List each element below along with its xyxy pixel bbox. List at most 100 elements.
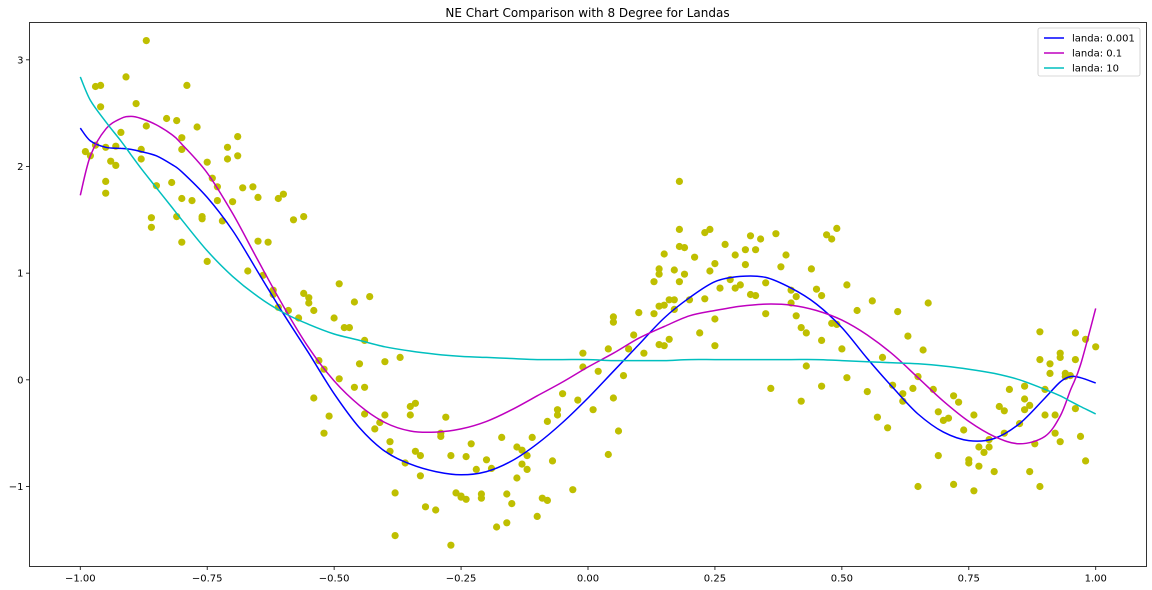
plot-frame	[29, 22, 1147, 567]
scatter-point-264	[1021, 382, 1029, 390]
scatter-point-52	[264, 238, 272, 246]
scatter-point-195	[752, 292, 760, 300]
scatter-point-59	[289, 216, 298, 224]
scatter-point-22	[163, 114, 171, 123]
scatter-point-126	[523, 465, 531, 473]
scatter-point-109	[462, 453, 470, 461]
scatter-point-148	[614, 427, 623, 435]
x-tick-label-1: −0.75	[192, 574, 223, 585]
scatter-point-35	[203, 257, 211, 265]
scatter-point-72	[335, 375, 343, 383]
scatter-point-156	[655, 270, 663, 278]
scatter-point-50	[254, 237, 262, 245]
scatter-point-187	[731, 251, 739, 259]
scatter-point-251	[970, 487, 978, 495]
scatter-point-226	[868, 297, 876, 305]
scatter-point-13	[122, 73, 130, 81]
scatter-point-95	[411, 399, 419, 407]
scatter-point-253	[975, 462, 983, 470]
scatter-point-289	[1082, 457, 1090, 465]
scatter-point-85	[381, 358, 389, 366]
scatter-point-211	[807, 265, 816, 273]
scatter-point-71	[330, 314, 338, 322]
scatter-point-125	[518, 460, 526, 468]
scatter-point-129	[533, 512, 541, 521]
scatter-point-172	[680, 270, 689, 278]
scatter-point-220	[833, 224, 841, 232]
scatter-point-150	[625, 345, 633, 353]
scatter-point-17	[142, 37, 150, 45]
scatter-point-177	[701, 295, 709, 303]
series-line-1	[79, 115, 1097, 445]
scatter-point-122	[513, 474, 521, 482]
scatter-point-280	[1056, 353, 1064, 361]
scatter-point-62	[300, 213, 308, 221]
scatter-point-91	[396, 353, 404, 361]
scatter-point-198	[762, 310, 770, 318]
series-line-2	[79, 76, 1097, 415]
scatter-point-46	[239, 184, 247, 192]
y-axis: −1 0 1 2 3	[9, 55, 30, 493]
scatter-point-242	[934, 408, 942, 416]
scatter-point-78	[355, 360, 364, 368]
scatter-point-47	[244, 267, 252, 275]
scatter-point-237	[914, 482, 922, 491]
scatter-point-248	[960, 426, 968, 434]
scatter-point-194	[752, 246, 760, 254]
scatter-point-30	[183, 81, 191, 89]
scatter-point-110	[462, 495, 470, 503]
scatter-point-64	[305, 299, 313, 307]
scatter-point-81	[361, 410, 369, 418]
scatter-point-75	[345, 324, 353, 332]
scatter-point-82	[366, 293, 374, 301]
scatter-point-169	[675, 225, 684, 233]
scatter-point-218	[828, 235, 836, 243]
scatter-point-124	[518, 446, 526, 454]
scatter-point-275	[1046, 360, 1054, 368]
scatter-point-230	[889, 381, 897, 389]
scatter-point-132	[543, 417, 552, 425]
scatter-point-141	[589, 406, 597, 414]
scatter-point-185	[721, 240, 729, 248]
scatter-point-142	[594, 367, 602, 375]
scatter-point-176	[696, 329, 704, 337]
scatter-point-229	[884, 424, 892, 432]
scatter-point-10	[112, 161, 120, 169]
scatter-point-208	[797, 397, 805, 405]
scatter-point-241	[934, 452, 942, 460]
scatter-point-161	[660, 301, 668, 309]
scatter-point-160	[660, 250, 668, 258]
scatter-point-167	[670, 296, 678, 304]
scatter-point-268	[1026, 468, 1034, 476]
x-axis: −1.00 −0.75 −0.50 −0.25 0.00 0.25 0.50 0.75 1.00	[65, 566, 1107, 585]
scatter-point-256	[985, 443, 993, 451]
scatter-point-48	[249, 183, 257, 191]
scatter-point-102	[437, 429, 445, 437]
scatter-point-104	[447, 541, 455, 549]
scatter-point-147	[609, 394, 618, 402]
scatter-point-212	[812, 285, 821, 293]
scatter-point-278	[1051, 429, 1059, 437]
scatter-point-154	[650, 310, 658, 318]
scatter-point-183	[711, 315, 719, 323]
scatter-point-73	[335, 280, 343, 288]
scatter-point-20	[147, 223, 155, 231]
scatter-point-118	[498, 433, 506, 441]
scatter-point-180	[706, 267, 714, 275]
scatter-point-166	[670, 266, 678, 274]
scatter-point-228	[878, 353, 887, 361]
scatter-point-168	[675, 177, 684, 185]
scatter-point-246	[950, 480, 958, 488]
scatter-point-286	[1071, 356, 1079, 364]
x-tick-label-4: 0.00	[577, 574, 599, 585]
scatter-point-96	[411, 447, 419, 455]
x-tick-label-8: 1.00	[1085, 574, 1107, 585]
scatter-point-287	[1071, 405, 1079, 413]
scatter-point-254	[975, 443, 983, 451]
scatter-point-134	[553, 406, 562, 414]
scatter-point-99	[421, 503, 430, 511]
scatter-point-97	[416, 452, 424, 460]
scatter-point-32	[193, 123, 201, 131]
scatter-point-222	[843, 281, 851, 289]
scatter-point-276	[1046, 369, 1054, 377]
